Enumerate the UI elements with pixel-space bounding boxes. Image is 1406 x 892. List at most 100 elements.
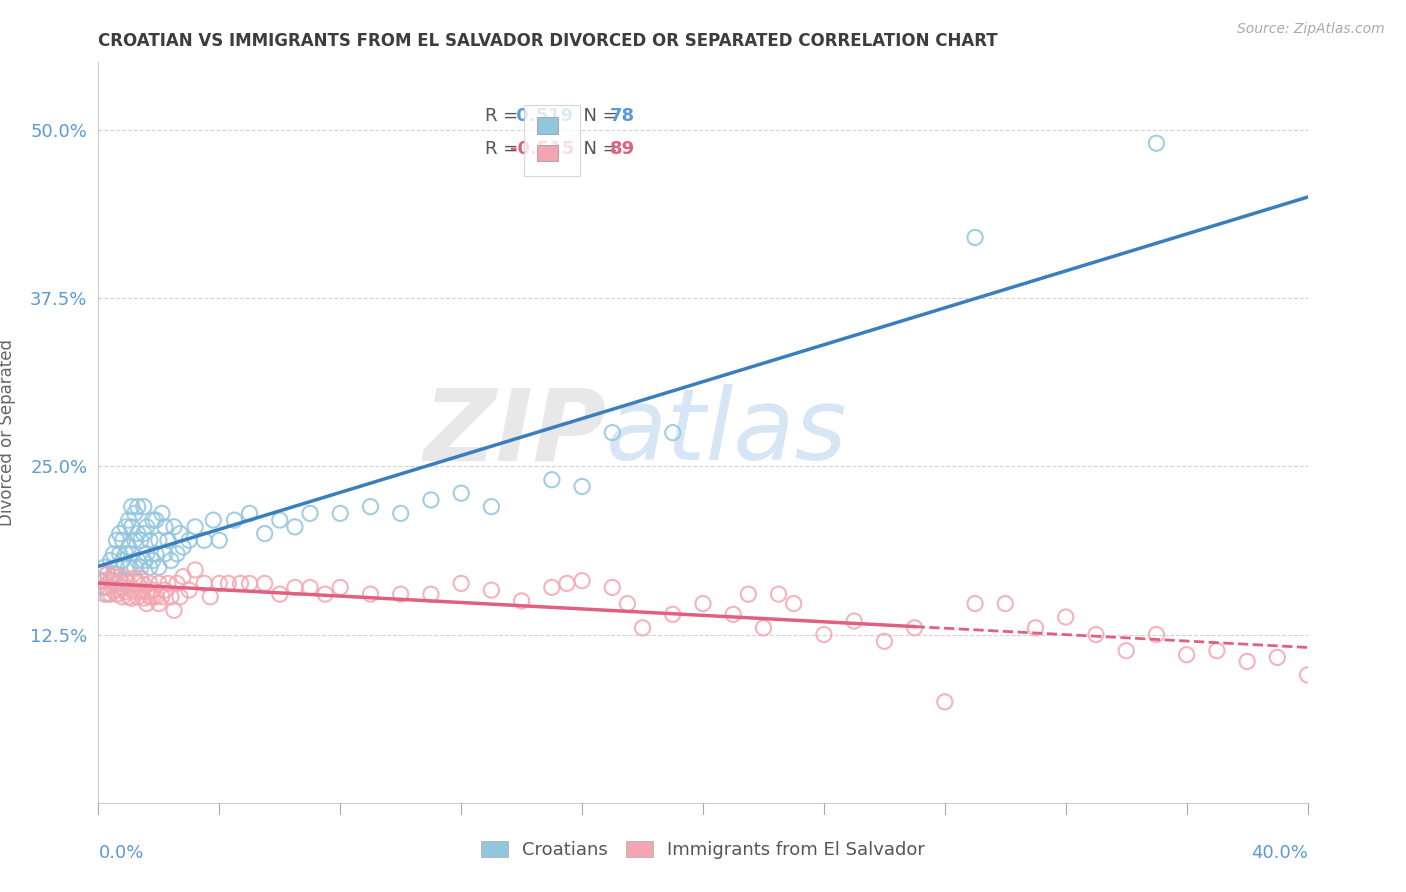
- Point: [200, 590, 222, 604]
- Point: [172, 540, 194, 554]
- Point: [108, 569, 131, 583]
- Point: [118, 560, 141, 574]
- Point: [103, 569, 125, 583]
- Point: [142, 590, 165, 604]
- Point: [1236, 655, 1258, 669]
- Point: [105, 560, 128, 574]
- Point: [184, 520, 207, 534]
- Point: [160, 590, 183, 604]
- Point: [752, 621, 775, 635]
- Point: [142, 583, 165, 598]
- Point: [510, 594, 533, 608]
- Point: [145, 513, 167, 527]
- Point: [844, 614, 866, 628]
- Point: [208, 533, 231, 548]
- Point: [103, 566, 125, 581]
- Point: [108, 547, 131, 561]
- Point: [1054, 610, 1077, 624]
- Text: 0.0%: 0.0%: [98, 844, 143, 862]
- Point: [1024, 621, 1046, 635]
- Point: [135, 597, 157, 611]
- Point: [129, 560, 152, 574]
- Text: R =: R =: [485, 140, 524, 158]
- Point: [103, 583, 125, 598]
- Point: [96, 566, 118, 581]
- Point: [602, 425, 624, 440]
- Point: [299, 507, 322, 521]
- Point: [965, 597, 987, 611]
- Point: [129, 571, 152, 585]
- Point: [1115, 643, 1137, 657]
- Point: [169, 526, 191, 541]
- Point: [108, 526, 131, 541]
- Point: [1175, 648, 1198, 662]
- Point: [540, 581, 562, 595]
- Point: [179, 533, 201, 548]
- Text: N =: N =: [572, 140, 624, 158]
- Point: [105, 533, 128, 548]
- Point: [481, 500, 503, 514]
- Point: [111, 590, 134, 604]
- Point: [127, 526, 149, 541]
- Point: [142, 513, 165, 527]
- Point: [145, 547, 167, 561]
- Point: [873, 634, 896, 648]
- Point: [148, 597, 170, 611]
- Point: [284, 520, 307, 534]
- Point: [184, 563, 207, 577]
- Point: [111, 581, 134, 595]
- Point: [127, 500, 149, 514]
- Point: [269, 587, 291, 601]
- Point: [135, 584, 157, 599]
- Point: [360, 587, 382, 601]
- Point: [737, 587, 759, 601]
- Point: [329, 507, 352, 521]
- Text: -0.515: -0.515: [509, 140, 574, 158]
- Point: [783, 597, 806, 611]
- Point: [450, 576, 472, 591]
- Point: [768, 587, 790, 601]
- Text: 89: 89: [610, 140, 636, 158]
- Point: [127, 576, 149, 591]
- Point: [148, 576, 170, 591]
- Point: [121, 500, 143, 514]
- Point: [163, 520, 186, 534]
- Point: [555, 576, 578, 591]
- Point: [135, 547, 157, 561]
- Point: [1085, 627, 1108, 641]
- Point: [602, 581, 624, 595]
- Point: [166, 576, 188, 591]
- Point: [239, 576, 262, 591]
- Point: [139, 560, 162, 574]
- Point: [100, 574, 122, 588]
- Point: [100, 587, 122, 601]
- Point: [111, 576, 134, 591]
- Point: [132, 500, 155, 514]
- Point: [108, 583, 131, 598]
- Point: [284, 581, 307, 595]
- Point: [1296, 668, 1319, 682]
- Point: [202, 513, 225, 527]
- Point: [93, 574, 115, 588]
- Point: [153, 547, 176, 561]
- Point: [156, 576, 179, 591]
- Point: [114, 574, 136, 588]
- Point: [96, 566, 118, 581]
- Point: [127, 590, 149, 604]
- Point: [329, 581, 352, 595]
- Text: 78: 78: [610, 108, 636, 126]
- Point: [156, 533, 179, 548]
- Point: [723, 607, 745, 622]
- Point: [314, 587, 336, 601]
- Point: [389, 587, 412, 601]
- Point: [224, 513, 246, 527]
- Point: [124, 584, 146, 599]
- Point: [904, 621, 927, 635]
- Point: [1144, 627, 1167, 641]
- Point: [111, 553, 134, 567]
- Point: [105, 576, 128, 591]
- Point: [160, 553, 183, 567]
- Text: R =: R =: [485, 108, 524, 126]
- Point: [661, 425, 683, 440]
- Point: [139, 590, 162, 604]
